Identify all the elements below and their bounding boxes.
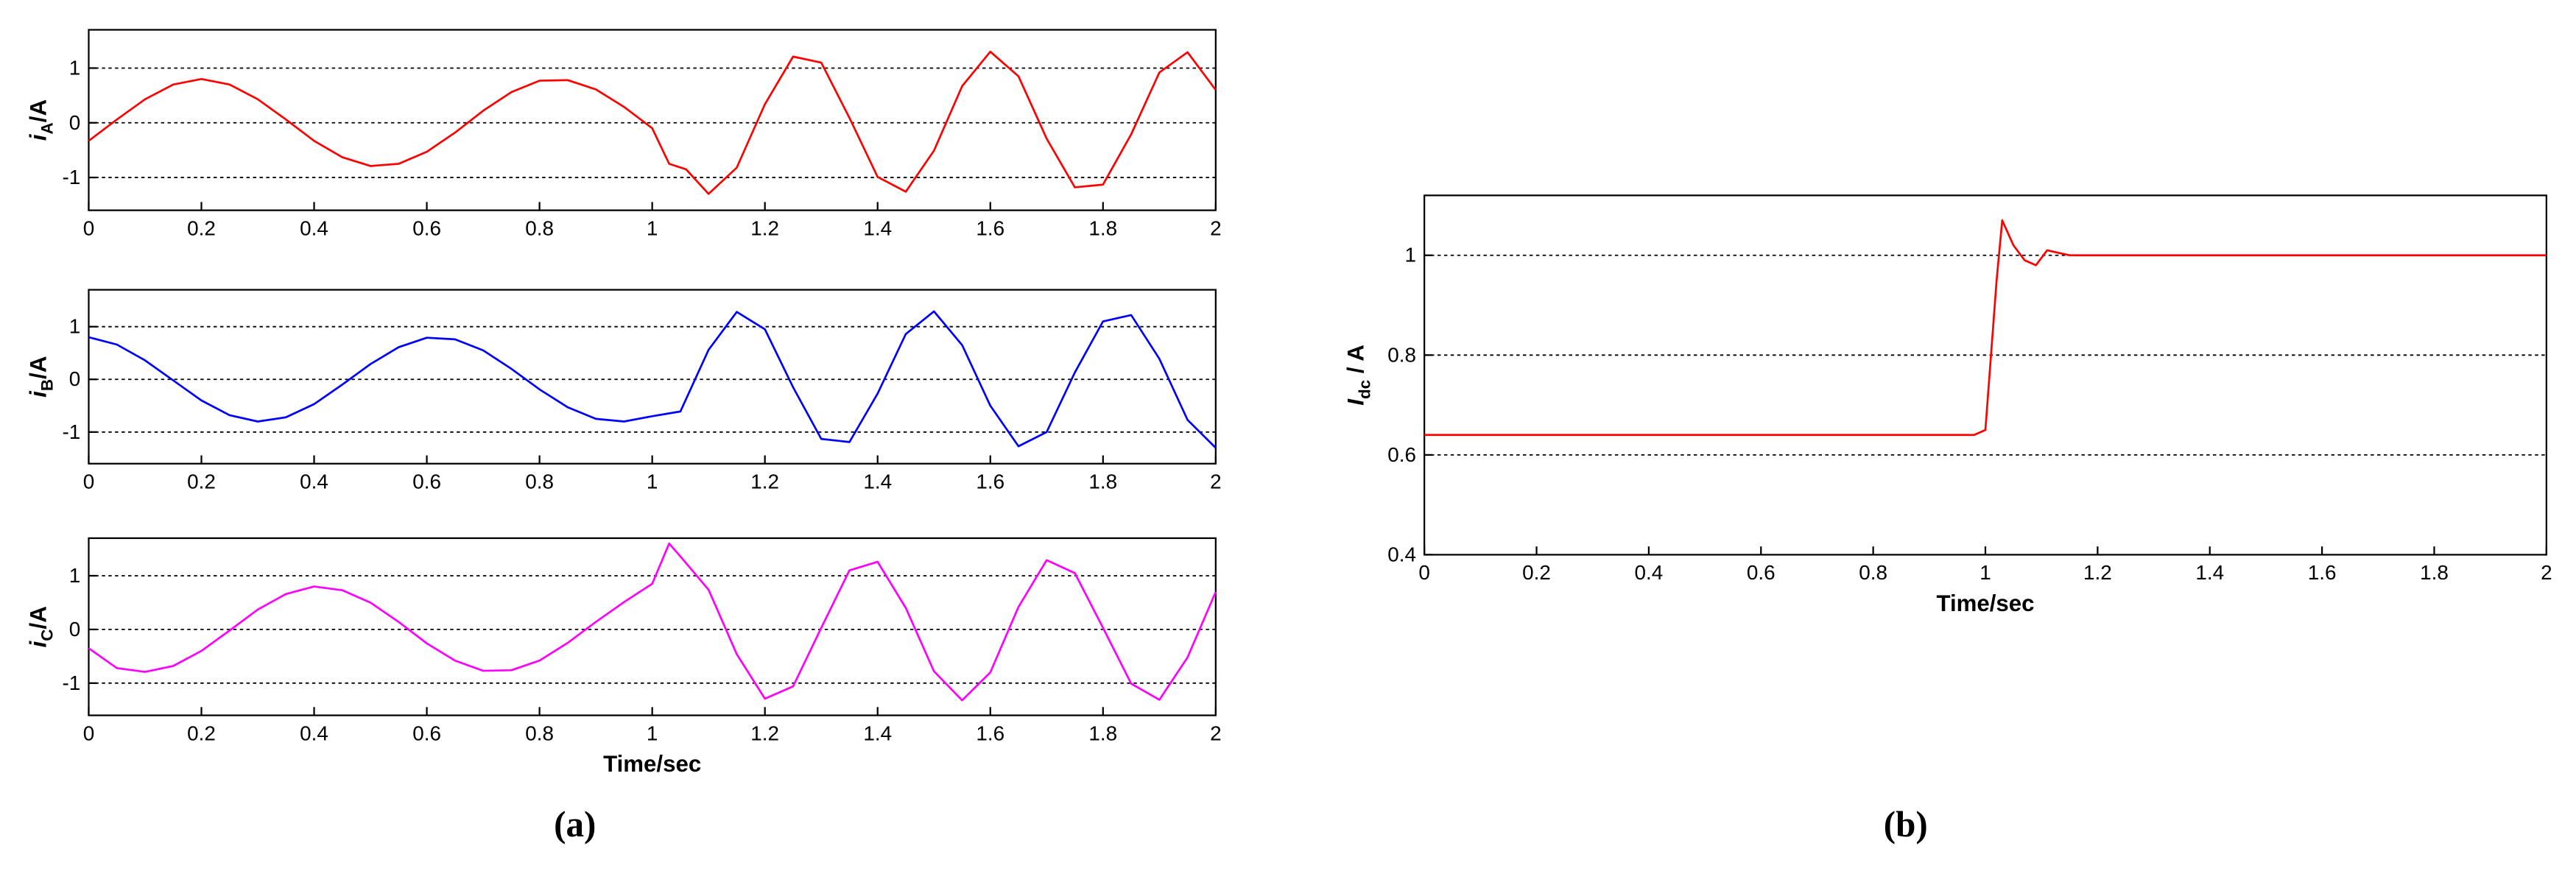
x-tick-label: 1 — [647, 470, 658, 493]
y-tick-label: -1 — [63, 671, 81, 694]
x-tick-label: 0.2 — [1522, 561, 1551, 584]
plot-area — [1424, 194, 2547, 556]
x-tick-label: 0 — [83, 216, 95, 239]
y-tick-label: -1 — [63, 166, 81, 188]
y-label-unit: /A — [26, 99, 52, 122]
y-tick-label: -1 — [63, 420, 81, 443]
data-line — [88, 50, 1217, 195]
y-label-symbol: i — [26, 390, 52, 398]
y-label-symbol: i — [26, 133, 52, 141]
y-label-symbol: i — [26, 640, 52, 647]
y-axis-label: iC/A — [26, 606, 57, 647]
x-tick-label: 1.8 — [1088, 470, 1117, 493]
x-tick-label: 1.6 — [976, 470, 1004, 493]
x-tick-label: 0.8 — [525, 722, 554, 744]
x-tick-label: 1.8 — [1088, 216, 1117, 239]
caption: (a) — [554, 804, 596, 844]
y-label-unit: / A — [1343, 345, 1369, 380]
x-tick-label: 0.6 — [412, 470, 441, 493]
y-label-subscript: C — [38, 630, 56, 641]
x-tick-label: 1.4 — [863, 216, 892, 239]
x-tick-label: 0.6 — [412, 722, 441, 744]
x-tick-label: 0.4 — [300, 470, 328, 493]
x-tick-label: 0.4 — [1635, 561, 1664, 584]
x-tick-label: 0.8 — [525, 470, 554, 493]
y-label-unit: /A — [26, 356, 52, 378]
y-tick-label: 0 — [69, 618, 81, 641]
y-tick-label: 0 — [69, 111, 81, 134]
y-label-subscript: dc — [1356, 380, 1374, 399]
x-tick-label: 0.2 — [187, 470, 216, 493]
x-tick-label: 1.8 — [2420, 561, 2449, 584]
plot-area — [88, 537, 1217, 716]
x-axis-label: Time/sec — [603, 751, 701, 777]
x-tick-label: 0 — [83, 722, 95, 744]
x-tick-label: 0.6 — [1747, 561, 1776, 584]
y-tick-label: 0 — [69, 367, 81, 390]
x-tick-label: 0.8 — [1859, 561, 1887, 584]
x-tick-label: 1.2 — [750, 470, 779, 493]
x-tick-label: 1 — [647, 216, 658, 239]
x-tick-label: 1.6 — [2308, 561, 2337, 584]
y-label-symbol: I — [1343, 398, 1369, 406]
x-tick-label: 1.2 — [750, 722, 779, 744]
x-tick-label: 0.4 — [300, 216, 328, 239]
x-tick-label: 1 — [1979, 561, 1991, 584]
x-tick-label: 0.2 — [187, 216, 216, 239]
plot-area — [88, 29, 1217, 211]
x-tick-label: 0.2 — [187, 722, 216, 744]
data-line — [1424, 219, 2547, 437]
x-tick-label: 2 — [1210, 722, 1222, 744]
x-tick-label: 1.4 — [863, 722, 892, 744]
x-tick-label: 1.4 — [863, 470, 892, 493]
x-axis-label: Time/sec — [1936, 590, 2034, 616]
y-tick-label: 0.6 — [1387, 443, 1416, 466]
y-tick-label: 1 — [1404, 244, 1416, 267]
y-tick-label: 1 — [69, 564, 81, 587]
x-tick-label: 1.2 — [2083, 561, 2112, 584]
y-tick-label: 0.4 — [1387, 543, 1416, 565]
data-line — [88, 542, 1217, 702]
y-axis-label: Idc / A — [1343, 345, 1374, 406]
data-line — [88, 310, 1217, 449]
x-tick-label: 1.6 — [976, 722, 1004, 744]
y-label-subscript: A — [38, 122, 56, 134]
x-tick-label: 0 — [1418, 561, 1430, 584]
caption: (b) — [1884, 804, 1928, 844]
x-tick-label: 1.6 — [976, 216, 1004, 239]
y-tick-label: 0.8 — [1387, 343, 1416, 366]
x-tick-label: 1.8 — [1088, 722, 1117, 744]
x-tick-label: 1.4 — [2195, 561, 2224, 584]
x-tick-label: 2 — [2541, 561, 2552, 584]
y-tick-label: 1 — [69, 56, 81, 79]
x-tick-label: 0.6 — [412, 216, 441, 239]
x-tick-label: 1.2 — [750, 216, 779, 239]
y-axis-label: iA/A — [26, 99, 57, 141]
y-tick-label: 1 — [69, 315, 81, 338]
x-tick-label: 0 — [83, 470, 95, 493]
x-tick-label: 0.4 — [300, 722, 328, 744]
x-tick-label: 0.8 — [525, 216, 554, 239]
y-axis-label: iB/A — [26, 356, 57, 397]
x-tick-label: 2 — [1210, 216, 1222, 239]
x-tick-label: 2 — [1210, 470, 1222, 493]
y-label-subscript: B — [38, 379, 56, 391]
x-tick-label: 1 — [647, 722, 658, 744]
plot-area — [88, 289, 1217, 465]
y-label-unit: /A — [26, 606, 52, 629]
